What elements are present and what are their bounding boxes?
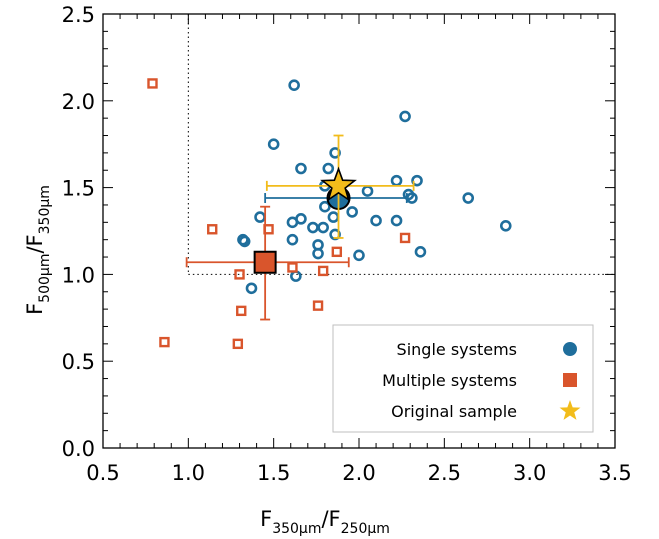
x-tick-label: 1.0 [172,461,205,485]
y-label-main: F [23,303,47,315]
data-point-single [286,216,299,229]
y-tick-label: 0.0 [62,437,95,461]
y-axis-label: F500μm/F350μm [23,185,53,315]
axes-layer: 0.5 1.0 1.5 2.0 2.5 3.0 3.50.00.51.01.52.02.5 [62,3,632,485]
original-mean-marker [320,166,357,202]
data-point-multiple [207,224,218,235]
plot-layer [147,14,615,350]
legend-marker-multiple [563,373,577,387]
y-tick-label: 1.5 [62,177,95,201]
data-point-single [462,192,475,204]
data-point-single [399,110,411,123]
data-point-single [317,221,329,234]
data-point-single [237,233,249,246]
legend-markers [559,342,581,420]
data-point-single [254,211,266,223]
y-tick-label: 2.5 [62,3,95,27]
y-label-slash: /F [23,234,47,253]
x-label-main: F [260,507,272,531]
data-point-single [327,211,340,223]
data-point-single [411,174,423,187]
data-point-multiple [312,300,324,311]
y-tick-label: 2.0 [62,90,95,114]
x-axis-label: F350μm/F250μm [260,507,390,537]
x-label-sub2: 250μm [341,521,390,537]
data-point-single [353,249,365,262]
data-point-single [499,219,512,232]
data-point-multiple [399,232,411,244]
y-label-sub1: 500μm [37,254,53,303]
data-point-multiple [331,246,343,258]
data-point-single [390,214,403,227]
x-tick-label: 3.0 [513,461,546,485]
data-point-single [238,235,251,248]
data-point-single [329,228,341,241]
y-tick-label: 1.0 [62,263,95,287]
x-label-sub1: 350μm [272,521,321,537]
data-point-single [370,214,382,227]
legend-label-single: Single systems [397,340,517,359]
data-point-single [295,162,307,175]
multiple-mean-marker [253,250,277,274]
data-point-single [346,206,358,218]
x-label-slash: /F [321,507,340,531]
data-point-multiple [232,338,244,350]
x-tick-label: 0.5 [86,461,119,485]
legend-marker-single [563,342,577,356]
data-point-single [245,282,258,295]
x-tick-label: 2.5 [428,461,461,485]
data-point-single [312,247,324,260]
data-point-single [319,200,331,213]
data-point-single [307,221,319,234]
x-tick-label: 3.5 [598,461,631,485]
data-point-single [361,185,374,197]
data-point-multiple [287,262,298,273]
data-point-multiple [234,269,245,280]
data-point-multiple [147,78,158,89]
data-point-multiple [159,336,170,348]
legend-label-original: Original sample [391,402,517,421]
legend-label-multiple: Multiple systems [382,371,517,390]
legend-marker-original [559,400,581,420]
legend-box [332,324,594,433]
data-point-single [267,138,280,150]
data-point-single [288,79,300,91]
data-point-single [329,147,341,159]
data-point-multiple [236,305,247,317]
x-tick-label: 2.0 [342,461,375,485]
x-tick-label: 1.5 [257,461,290,485]
data-point-single [322,162,335,175]
data-point-single [290,270,302,282]
data-point-single [390,174,403,187]
data-point-single [414,246,427,258]
y-tick-label: 0.5 [62,350,95,374]
legend: Single systems Multiple systems Original… [332,324,594,433]
y-label-sub2: 350μm [37,185,53,234]
data-point-single [286,233,299,246]
data-point-multiple [317,265,329,277]
